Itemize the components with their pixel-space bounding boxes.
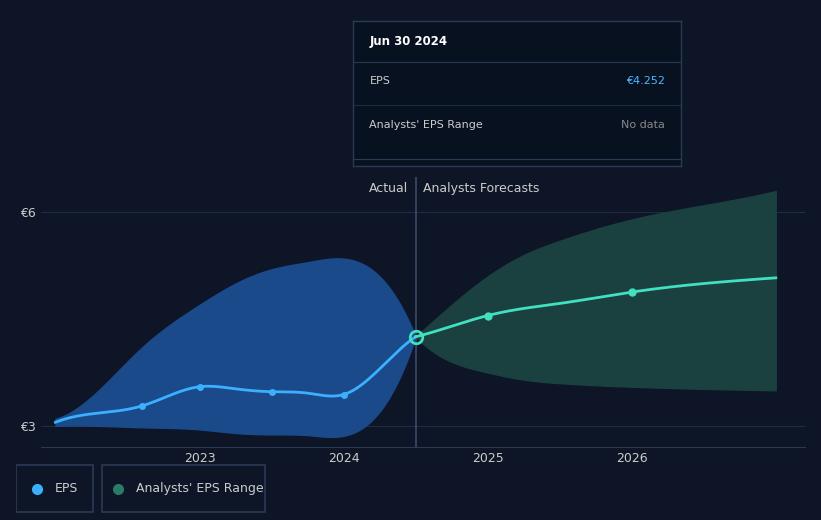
Text: Analysts' EPS Range: Analysts' EPS Range [369,120,484,130]
Text: EPS: EPS [55,483,78,495]
Text: Analysts' EPS Range: Analysts' EPS Range [136,483,264,495]
Text: Analysts Forecasts: Analysts Forecasts [423,183,539,196]
FancyBboxPatch shape [103,465,265,512]
Text: No data: No data [621,120,665,130]
FancyBboxPatch shape [16,465,94,512]
Text: €4.252: €4.252 [626,76,665,86]
Text: EPS: EPS [369,76,390,86]
Text: Jun 30 2024: Jun 30 2024 [369,35,447,48]
Text: Actual: Actual [369,183,408,196]
